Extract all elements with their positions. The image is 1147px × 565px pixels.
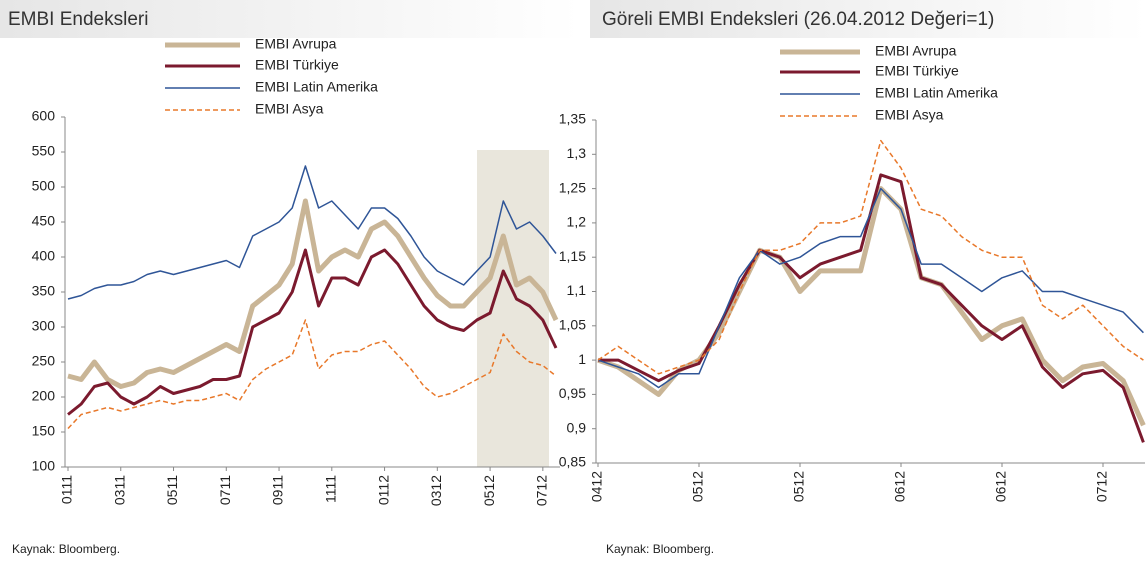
source-note: Kaynak: Bloomberg. bbox=[12, 542, 120, 556]
y-tick-label: 300 bbox=[32, 318, 56, 334]
x-tick-label: 0512 bbox=[481, 475, 497, 506]
x-tick-label: 0111 bbox=[59, 475, 75, 504]
y-tick-label: 250 bbox=[32, 353, 56, 369]
x-tick-label: 0612 bbox=[993, 471, 1009, 502]
legend-label: EMBI Latin Amerika bbox=[875, 85, 998, 101]
x-tick-label: 0712 bbox=[1094, 471, 1110, 502]
x-tick-label: 0311 bbox=[111, 475, 127, 505]
series-line bbox=[597, 139, 1144, 375]
y-tick-label: 100 bbox=[32, 458, 56, 474]
legend-label: EMBI Türkiye bbox=[875, 63, 959, 79]
x-tick-label: 1111 bbox=[323, 475, 339, 503]
y-tick-label: 1,25 bbox=[559, 179, 586, 195]
y-tick-label: 1,2 bbox=[567, 214, 587, 230]
series-line bbox=[598, 173, 1145, 443]
legend-label: EMBI Asya bbox=[255, 101, 324, 117]
legend-label: EMBI Avrupa bbox=[255, 36, 337, 52]
y-tick-label: 1,05 bbox=[559, 317, 586, 333]
x-tick-label: 0612 bbox=[892, 471, 908, 502]
y-tick-label: 1 bbox=[578, 351, 586, 367]
legend-label: EMBI Latin Amerika bbox=[255, 79, 378, 95]
series-line bbox=[67, 198, 559, 389]
y-tick-label: 1,3 bbox=[567, 145, 587, 161]
series-line bbox=[597, 186, 1146, 427]
y-tick-label: 600 bbox=[32, 108, 56, 124]
header-band bbox=[0, 0, 580, 38]
y-tick-label: 1,35 bbox=[559, 111, 586, 127]
x-tick-label: 0711 bbox=[217, 475, 233, 505]
y-tick-label: 550 bbox=[32, 143, 56, 159]
series-line bbox=[67, 248, 558, 416]
series-line bbox=[597, 187, 1144, 389]
shaded-region bbox=[477, 150, 549, 467]
y-tick-label: 400 bbox=[32, 248, 56, 264]
series-line bbox=[67, 319, 557, 430]
chart-title: EMBI Endeksleri bbox=[8, 9, 148, 30]
x-tick-label: 0911 bbox=[270, 475, 286, 505]
legend-label: EMBI Asya bbox=[875, 107, 944, 123]
x-tick-label: 0312 bbox=[428, 475, 444, 506]
source-note: Kaynak: Bloomberg. bbox=[606, 542, 714, 556]
y-tick-label: 0,85 bbox=[559, 454, 586, 470]
y-tick-label: 1,1 bbox=[567, 282, 587, 298]
x-tick-label: 0412 bbox=[589, 471, 605, 502]
x-tick-label: 0512 bbox=[791, 471, 807, 502]
header-band bbox=[590, 0, 1147, 38]
x-tick-label: 0511 bbox=[164, 475, 180, 505]
y-tick-label: 500 bbox=[32, 178, 56, 194]
y-tick-label: 450 bbox=[32, 213, 56, 229]
x-tick-label: 0512 bbox=[690, 471, 706, 502]
series-line bbox=[67, 165, 557, 300]
x-tick-label: 0112 bbox=[375, 475, 391, 505]
x-tick-label: 0712 bbox=[534, 475, 550, 506]
legend-label: EMBI Türkiye bbox=[255, 57, 339, 73]
y-tick-label: 0,95 bbox=[559, 385, 586, 401]
y-tick-label: 150 bbox=[32, 423, 56, 439]
y-tick-label: 0,9 bbox=[567, 419, 587, 435]
y-tick-label: 1,15 bbox=[559, 248, 586, 264]
legend-label: EMBI Avrupa bbox=[875, 43, 957, 59]
y-tick-label: 350 bbox=[32, 283, 56, 299]
y-tick-label: 200 bbox=[32, 388, 56, 404]
chart-title: Göreli EMBI Endeksleri (26.04.2012 Değer… bbox=[602, 9, 994, 30]
